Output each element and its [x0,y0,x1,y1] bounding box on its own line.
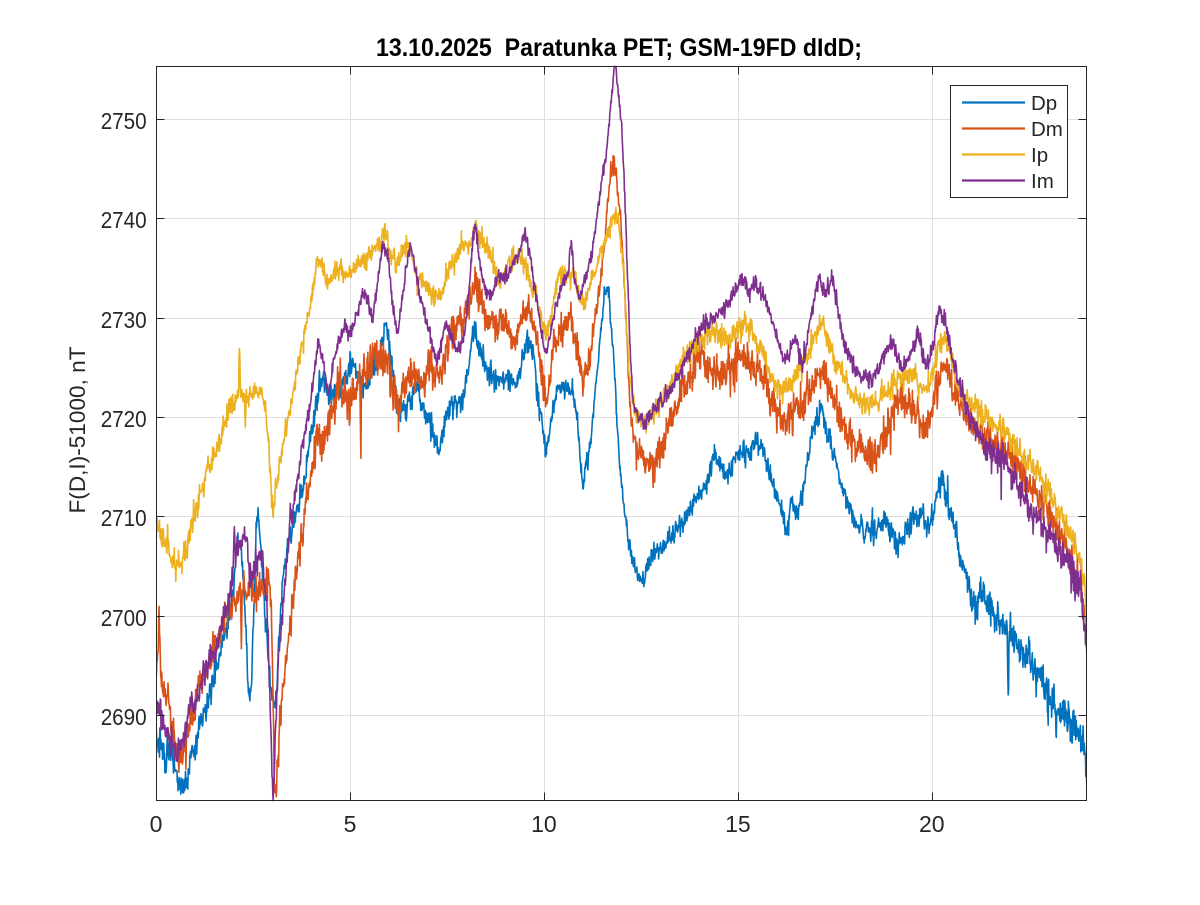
svg-text:0: 0 [150,811,163,837]
svg-text:5: 5 [344,811,357,837]
svg-text:2700: 2700 [101,605,147,631]
svg-text:Dm: Dm [1031,118,1063,141]
svg-text:20: 20 [919,811,945,837]
svg-text:2730: 2730 [101,307,147,333]
svg-text:2690: 2690 [101,704,147,730]
svg-text:Dp: Dp [1031,92,1057,115]
svg-text:Im: Im [1031,170,1054,193]
svg-text:15: 15 [725,811,751,837]
svg-text:2720: 2720 [101,406,147,432]
svg-text:F(D,I)-51000, nT: F(D,I)-51000, nT [65,347,90,514]
svg-text:2740: 2740 [101,207,147,233]
svg-text:Ip: Ip [1031,144,1048,167]
svg-text:2750: 2750 [101,108,147,134]
svg-text:2710: 2710 [101,505,147,531]
svg-text:13.10.2025 Paratunka PET; GSM: 13.10.2025 Paratunka PET; GSM-19FD dIdD; [376,34,862,62]
svg-text:10: 10 [531,811,557,837]
